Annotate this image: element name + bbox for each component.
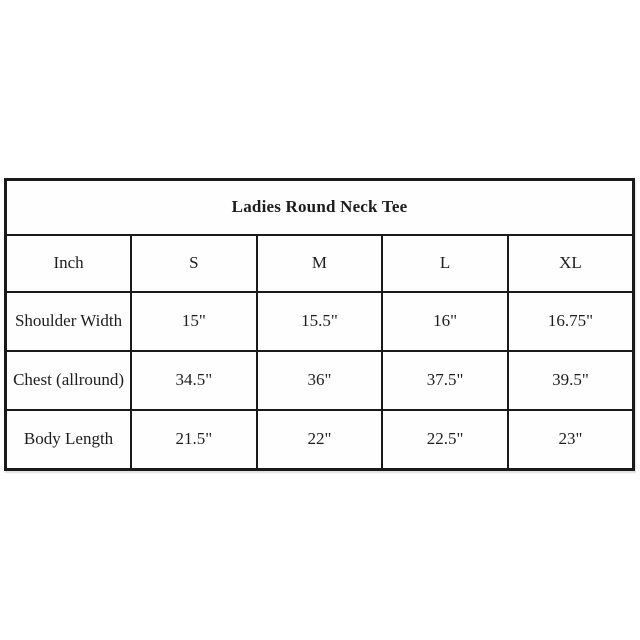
header-cell-size-s: S (130, 234, 258, 293)
table-row-shoulder-width: Shoulder Width 15" 15.5" 16" 16.75" (4, 291, 635, 352)
header-cell-unit: Inch (4, 234, 133, 293)
value-cell-body-l: 22.5" (381, 409, 509, 471)
row-label-body-length: Body Length (4, 409, 133, 471)
value-cell-chest-s: 34.5" (130, 350, 258, 411)
value-cell-shoulder-xl: 16.75" (506, 291, 635, 352)
value-cell-body-xl: 23" (506, 409, 635, 471)
size-chart-table: Ladies Round Neck Tee Inch S M L XL Shou… (4, 178, 635, 471)
value-cell-chest-m: 36" (255, 350, 384, 411)
value-cell-chest-xl: 39.5" (506, 350, 635, 411)
header-row: Inch S M L XL (4, 234, 635, 293)
row-label-chest: Chest (allround) (4, 350, 133, 411)
table-row-body-length: Body Length 21.5" 22" 22.5" 23" (4, 409, 635, 471)
value-cell-shoulder-l: 16" (381, 291, 509, 352)
value-cell-body-s: 21.5" (130, 409, 258, 471)
header-cell-size-l: L (381, 234, 509, 293)
chart-title: Ladies Round Neck Tee (4, 178, 635, 236)
title-row: Ladies Round Neck Tee (4, 178, 635, 236)
table-row-chest: Chest (allround) 34.5" 36" 37.5" 39.5" (4, 350, 635, 411)
row-label-shoulder-width: Shoulder Width (4, 291, 133, 352)
value-cell-chest-l: 37.5" (381, 350, 509, 411)
value-cell-body-m: 22" (255, 409, 384, 471)
value-cell-shoulder-m: 15.5" (255, 291, 384, 352)
header-cell-size-xl: XL (506, 234, 635, 293)
header-cell-size-m: M (255, 234, 384, 293)
value-cell-shoulder-s: 15" (130, 291, 258, 352)
